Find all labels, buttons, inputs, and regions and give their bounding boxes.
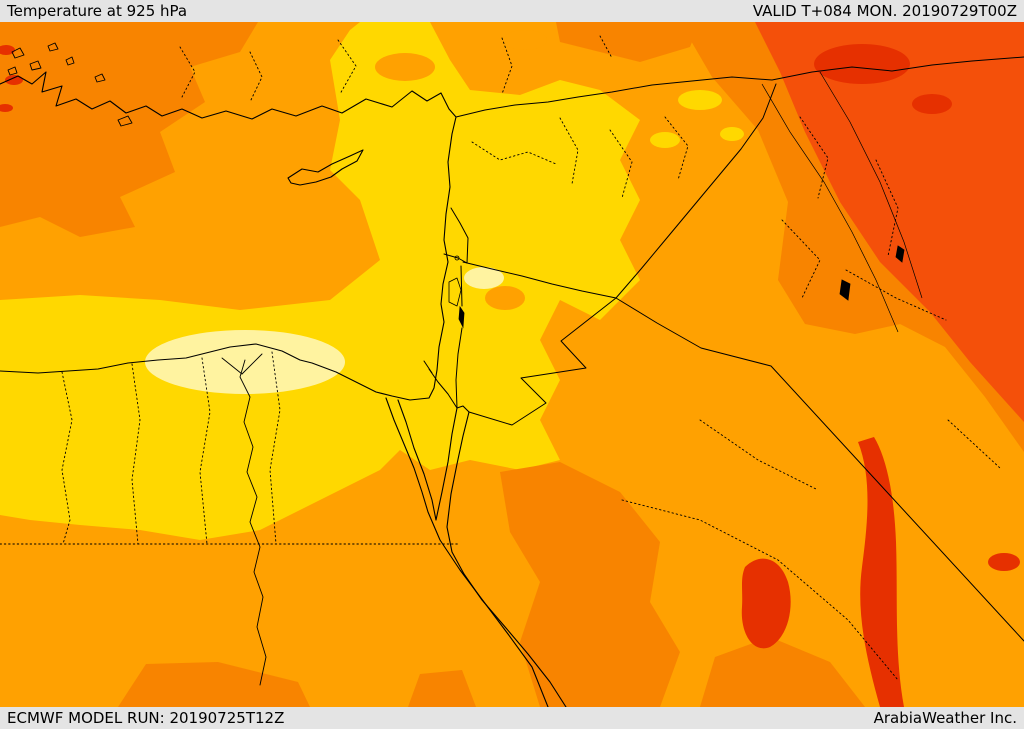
temperature-map-svg [0, 22, 1024, 707]
footer-bar: ECMWF MODEL RUN: 20190725T12Z ArabiaWeat… [0, 707, 1024, 729]
temp-field-darkorange-south [500, 462, 680, 707]
coastline-sinai-west [397, 399, 437, 521]
admin-saudi-1 [621, 499, 899, 681]
admin-egypt-3 [199, 357, 211, 545]
border-gaza [423, 360, 433, 374]
admin-syria-4 [664, 116, 689, 181]
temp-field-orange-spot-jordan [485, 286, 525, 310]
lakes [454, 245, 905, 329]
border-jordan-valley [455, 265, 463, 409]
island [29, 60, 42, 71]
coastline-gulf-suez-west [385, 397, 549, 707]
coastlines [0, 71, 567, 707]
dead-sea [458, 305, 465, 329]
admin-syria-3 [609, 129, 633, 199]
temp-field-orange-spot-turkey-2 [503, 30, 547, 50]
temp-field-red-aegean-1 [0, 45, 15, 55]
coastline-sinai-east [435, 407, 458, 521]
header-bar: Temperature at 925 hPa VALID T+084 MON. … [0, 0, 1024, 22]
euphrates-river [761, 83, 899, 333]
island [47, 42, 59, 52]
border-jordan-saudi [468, 297, 617, 426]
island-rhodes [117, 115, 133, 127]
temp-field-orange-spot-turkey [375, 53, 435, 81]
border-israel-lebanon [443, 253, 468, 264]
temp-field-red-aegean-2 [5, 75, 23, 85]
lake-iraq-1 [839, 279, 851, 301]
valid-time-label: VALID T+084 MON. 20190729T00Z [752, 2, 1017, 20]
admin-saudi-3 [947, 419, 1001, 469]
admin-turkey-4 [249, 51, 263, 103]
island [94, 73, 106, 83]
island [11, 47, 25, 59]
admin-egypt-2 [131, 363, 141, 545]
temp-field-darkorange-bottomcenter [408, 670, 476, 707]
temp-field-yellow-spot-syria-3 [720, 127, 744, 141]
admin-iraq-3 [845, 269, 947, 321]
coastline-aqaba-east [446, 411, 567, 707]
admin-iraq-4 [781, 219, 821, 299]
admin-iraq-2 [875, 159, 899, 257]
admin-iraq-1 [799, 116, 829, 199]
temp-field-yellow [0, 22, 640, 540]
temp-field-red-aegean-3 [0, 104, 13, 112]
temp-field-darkorange-nw [0, 22, 258, 237]
tigris-river [819, 71, 923, 299]
border-syria-jordan [462, 261, 617, 299]
border-turkey-south [455, 56, 1024, 118]
model-run-label: ECMWF MODEL RUN: 20190725T12Z [7, 709, 285, 727]
admin-turkey-1 [337, 39, 357, 95]
rivers [761, 71, 923, 333]
admin-saudi-2 [699, 419, 819, 491]
attribution-label: ArabiaWeather Inc. [873, 709, 1017, 727]
temp-field-paleyellow-levant [464, 267, 504, 289]
temp-field-darkorange-bottomleft [118, 662, 310, 707]
admin-egypt-4 [269, 351, 281, 545]
temp-field-yellow-spot-syria-2 [650, 132, 680, 148]
coastline-cyprus [287, 149, 364, 186]
admin-syria-1 [471, 141, 557, 165]
admin-borders [0, 35, 1001, 681]
border-saudi-iraq [615, 297, 1024, 642]
nile-delta-branch-west [221, 357, 243, 375]
country-borders [423, 56, 1024, 642]
border-west-bank [448, 277, 462, 307]
temp-field-red-topright [814, 44, 910, 84]
temp-field-paleyellow-delta [145, 330, 345, 394]
admin-turkey-5 [179, 46, 196, 98]
temp-field-red-topright-2 [912, 94, 952, 114]
nile-river [239, 359, 267, 686]
border-syria-iraq [615, 83, 777, 299]
admin-turkey-2 [501, 37, 513, 95]
weather-map [0, 22, 1024, 707]
island [7, 66, 18, 76]
temp-field-darkorange-top [556, 22, 700, 62]
temp-field-darkorange-bottomright [700, 637, 865, 707]
admin-egypt-1 [61, 371, 73, 545]
border-lebanon-syria [450, 207, 469, 264]
temp-field-yellow-spot-syria-1 [678, 90, 722, 110]
coastline-aqaba-head [456, 405, 470, 413]
aegean-islands [7, 42, 133, 127]
sea-of-galilee [454, 255, 460, 261]
temperature-fields [0, 22, 1024, 707]
coastline-mediterranean [0, 71, 457, 401]
border-israel-egypt [428, 368, 458, 409]
island [65, 56, 75, 66]
temp-field-red-blob-saudi [741, 558, 791, 649]
admin-turkey-3 [599, 35, 613, 59]
nile-delta-branch-east [241, 353, 263, 375]
temp-field-red-rightedge [988, 553, 1020, 571]
page-title: Temperature at 925 hPa [7, 2, 188, 20]
temp-field-red-streak-saudi [858, 437, 904, 707]
temp-field-redorange-east [755, 22, 1024, 422]
lake-iraq-2 [895, 245, 905, 263]
